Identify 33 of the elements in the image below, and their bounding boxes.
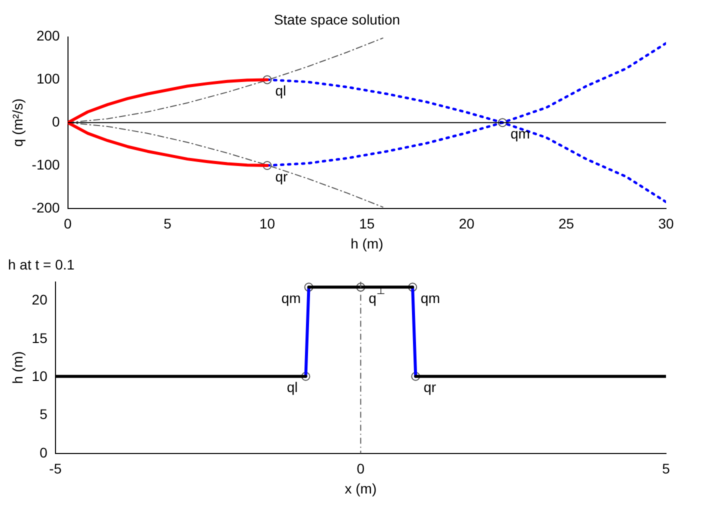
x-axis-title: x (m): [344, 480, 377, 496]
y-tick-label: 10: [32, 368, 48, 384]
x-tick-label: 0: [64, 216, 72, 232]
y-tick-label: 20: [32, 292, 48, 308]
x-tick-label: 15: [359, 216, 375, 232]
y-axis-title: h (m): [9, 351, 26, 384]
x-tick-label: 5: [164, 216, 172, 232]
x-tick-label: 30: [658, 216, 674, 232]
x-tick-label: 10: [259, 216, 276, 232]
y-tick-label: -100: [32, 156, 60, 172]
x-axis-title: h (m): [350, 235, 384, 252]
x-tick-label: 0: [356, 460, 365, 477]
x-tick-label: -5: [49, 460, 62, 477]
y-tick-label: 5: [40, 406, 48, 422]
y-tick-label: -200: [32, 199, 60, 216]
annotation: qm: [420, 290, 440, 306]
annotation: qr: [424, 379, 436, 396]
x-tick-label: 5: [662, 460, 670, 477]
y-tick-label: 0: [40, 444, 48, 460]
annotation: qm: [281, 290, 301, 306]
annotation: ql: [286, 379, 298, 396]
annotation: ql: [275, 82, 286, 99]
y-axis-title: q (m²/s): [9, 98, 26, 147]
chart-title: h at t = 0.1: [8, 256, 75, 272]
y-tick-label: 200: [36, 28, 60, 44]
chart-title: State space solution: [274, 11, 400, 28]
annotation: qr: [275, 168, 288, 184]
y-tick-label: 100: [36, 70, 60, 87]
y-tick-label: 0: [52, 113, 60, 130]
x-tick-label: 20: [458, 216, 475, 232]
y-tick-label: 15: [32, 330, 48, 346]
x-tick-label: 25: [558, 216, 574, 232]
annotation: qm: [510, 125, 530, 142]
